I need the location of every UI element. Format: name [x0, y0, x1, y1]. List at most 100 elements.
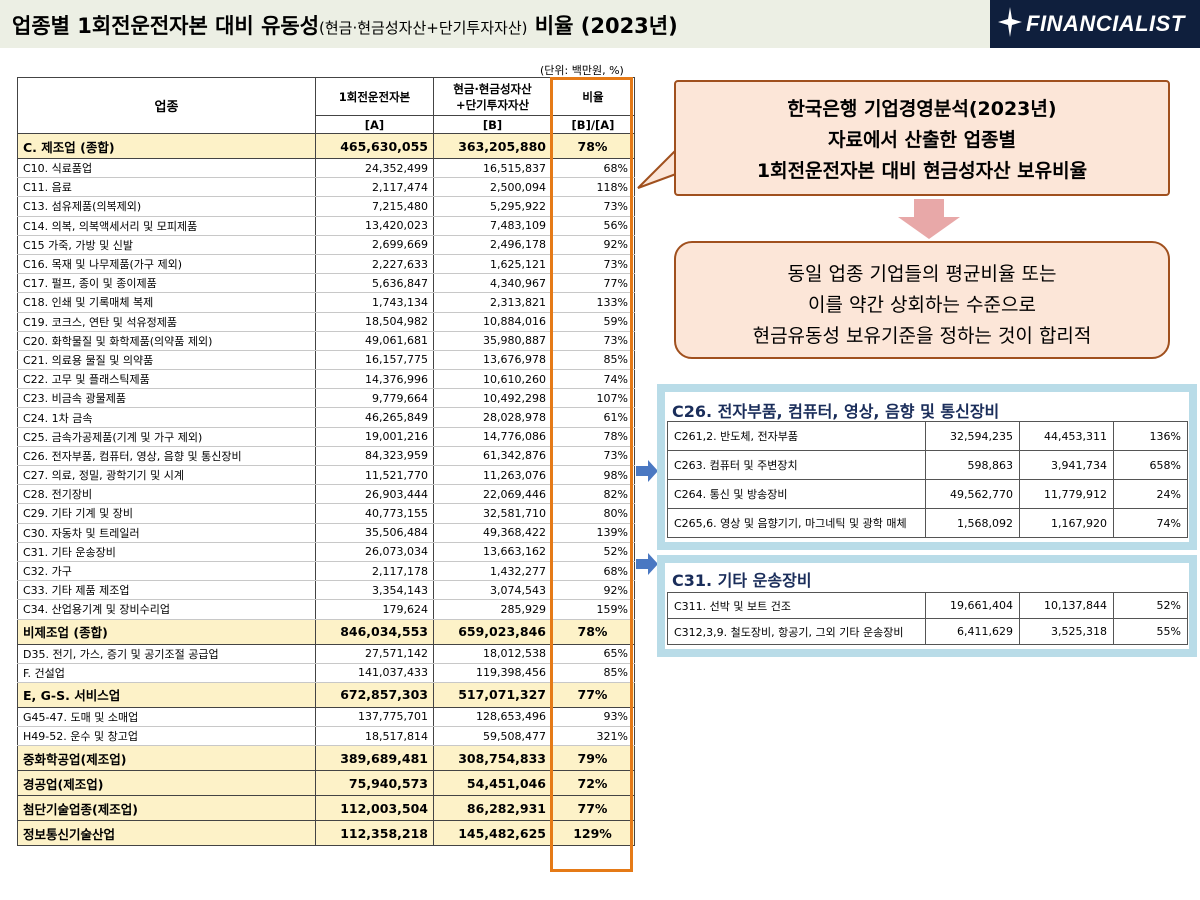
cash-assets-value: 285,929 — [433, 599, 552, 620]
industry-name: C10. 식료품업 — [17, 157, 316, 179]
industry-name: C. 제조업 (종합) — [17, 133, 316, 159]
unit-label: (단위: 백만원, %) — [540, 64, 624, 77]
working-capital-value: 9,779,664 — [315, 388, 434, 409]
table-body: C. 제조업 (종합) 465,630,055 363,205,880 78% C10.… — [17, 133, 635, 847]
sparkle-star-icon — [998, 7, 1022, 37]
cash-assets-value: 145,482,625 — [433, 820, 552, 847]
cash-assets-value: 4,340,967 — [433, 273, 552, 294]
ratio-value: 65% — [551, 643, 635, 664]
cash-assets-value: 7,483,109 — [433, 215, 552, 236]
industry-name: C19. 코크스, 연탄 및 석유정제품 — [17, 311, 316, 332]
ratio-value: 85% — [551, 349, 635, 371]
cash-assets-value: 517,071,327 — [433, 681, 552, 708]
industry-name: C17. 펄프, 종이 및 종이제품 — [17, 273, 316, 294]
panel-c31-table: C311. 선박 및 보트 건조 19,661,404 10,137,844 52% C… — [667, 592, 1188, 645]
table-row: C29. 기타 기계 및 장비 40,773,155 32,581,710 80% — [17, 503, 635, 524]
ratio-value: 658% — [1113, 450, 1188, 480]
ratio-value: 82% — [551, 484, 635, 505]
cash-assets-value: 54,451,046 — [433, 770, 552, 797]
cash-assets-value: 44,453,311 — [1019, 421, 1114, 451]
ratio-value: 72% — [551, 770, 635, 797]
down-arrow-icon — [898, 199, 960, 239]
cash-assets-value: 308,754,833 — [433, 745, 552, 772]
cash-assets-value: 13,676,978 — [433, 349, 552, 371]
ratio-value: 68% — [551, 157, 635, 179]
cash-assets-value: 49,368,422 — [433, 522, 552, 543]
sub-industry-name: C312,3,9. 철도장비, 항공기, 그외 기타 운송장비 — [667, 618, 926, 645]
ratio-value: 24% — [1113, 479, 1188, 509]
working-capital-value: 137,775,701 — [315, 706, 434, 728]
cash-assets-value: 10,884,016 — [433, 311, 552, 332]
cash-assets-value: 35,980,887 — [433, 330, 552, 351]
table-row: C15 가죽, 가방 및 신발 2,699,669 2,496,178 92% — [17, 234, 635, 255]
cash-assets-value: 11,263,076 — [433, 464, 552, 486]
ratio-value: 52% — [551, 541, 635, 562]
cash-assets-value: 18,012,538 — [433, 643, 552, 664]
table-row: C11. 음료 2,117,474 2,500,094 118% — [17, 177, 635, 198]
cash-assets-value: 128,653,496 — [433, 706, 552, 728]
ratio-value: 73% — [551, 253, 635, 275]
ratio-value: 74% — [1113, 508, 1188, 538]
ratio-value: 92% — [551, 580, 635, 601]
industry-name: C31. 기타 운송장비 — [17, 541, 316, 562]
detail-row: C261,2. 반도체, 전자부품 32,594,235 44,453,311 136… — [667, 421, 1188, 451]
header-ratio: 비율 — [551, 77, 635, 116]
ratio-value: 78% — [551, 618, 635, 645]
cash-assets-value: 16,515,837 — [433, 157, 552, 179]
industry-name: C21. 의료용 물질 및 의약품 — [17, 349, 316, 371]
working-capital-value: 35,506,484 — [315, 522, 434, 543]
table-row: C16. 목재 및 나무제품(가구 제외) 2,227,633 1,625,121 7… — [17, 253, 635, 275]
table-row: C18. 인쇄 및 기록매체 복제 1,743,134 2,313,821 133% — [17, 292, 635, 313]
industry-name: F. 건설업 — [17, 662, 316, 683]
ratio-value: 129% — [551, 820, 635, 847]
industry-name: C20. 화학물질 및 화학제품(의약품 제외) — [17, 330, 316, 351]
working-capital-value: 75,940,573 — [315, 770, 434, 797]
working-capital-value: 2,227,633 — [315, 253, 434, 275]
table-row: C19. 코크스, 연탄 및 석유정제품 18,504,982 10,884,016… — [17, 311, 635, 332]
detail-row: C312,3,9. 철도장비, 항공기, 그외 기타 운송장비 6,411,629… — [667, 618, 1188, 645]
working-capital-value: 846,034,553 — [315, 618, 434, 645]
ratio-value: 92% — [551, 234, 635, 255]
table-row: C13. 섬유제품(의복제외) 7,215,480 5,295,922 73% — [17, 196, 635, 217]
ratio-value: 98% — [551, 464, 635, 486]
industry-name: G45-47. 도매 및 소매업 — [17, 706, 316, 728]
ratio-value: 73% — [551, 196, 635, 217]
table-row: C21. 의료용 물질 및 의약품 16,157,775 13,676,978 85% — [17, 349, 635, 371]
industry-name: C18. 인쇄 및 기록매체 복제 — [17, 292, 316, 313]
table-row-aggregate: C. 제조업 (종합) 465,630,055 363,205,880 78% — [17, 133, 635, 159]
ratio-value: 56% — [551, 215, 635, 236]
ratio-value: 139% — [551, 522, 635, 543]
table-row: C31. 기타 운송장비 26,073,034 13,663,162 52% — [17, 541, 635, 562]
table-row: C34. 산업용기계 및 장비수리업 179,624 285,929 159% — [17, 599, 635, 620]
industry-name: C22. 고무 및 플래스틱제품 — [17, 369, 316, 390]
table-row: C17. 펄프, 종이 및 종이제품 5,636,847 4,340,967 77% — [17, 273, 635, 294]
working-capital-value: 49,061,681 — [315, 330, 434, 351]
cash-assets-value: 2,496,178 — [433, 234, 552, 255]
industry-name: 첨단기술업종(제조업) — [17, 795, 316, 822]
industry-name: C34. 산업용기계 및 장비수리업 — [17, 599, 316, 620]
working-capital-value: 26,073,034 — [315, 541, 434, 562]
working-capital-value: 19,001,216 — [315, 426, 434, 447]
table-row-aggregate: 첨단기술업종(제조업) 112,003,504 86,282,931 77% — [17, 795, 635, 822]
ratio-value: 77% — [551, 795, 635, 822]
ratio-value: 55% — [1113, 618, 1188, 645]
ratio-value: 107% — [551, 388, 635, 409]
header-sub-b: [B] — [433, 115, 552, 134]
callout-pointer — [637, 149, 678, 189]
working-capital-value: 7,215,480 — [315, 196, 434, 217]
cash-assets-value: 3,074,543 — [433, 580, 552, 601]
industry-name: H49-52. 운수 및 창고업 — [17, 726, 316, 747]
industry-name: 중화학공업(제조업) — [17, 745, 316, 772]
detail-row: C264. 통신 및 방송장비 49,562,770 11,779,912 24% — [667, 479, 1188, 509]
ratio-value: 73% — [551, 330, 635, 351]
industry-name: C23. 비금속 광물제품 — [17, 388, 316, 409]
header-working-capital: 1회전운전자본 — [315, 77, 434, 116]
ratio-value: 321% — [551, 726, 635, 747]
cash-assets-value: 32,581,710 — [433, 503, 552, 524]
table-row-aggregate: 경공업(제조업) 75,940,573 54,451,046 72% — [17, 770, 635, 797]
table-row-aggregate: 중화학공업(제조업) 389,689,481 308,754,833 79% — [17, 745, 635, 772]
industry-name: C30. 자동차 및 트레일러 — [17, 522, 316, 543]
table-row: G45-47. 도매 및 소매업 137,775,701 128,653,496 93… — [17, 706, 635, 728]
cash-assets-value: 10,492,298 — [433, 388, 552, 409]
working-capital-value: 24,352,499 — [315, 157, 434, 179]
